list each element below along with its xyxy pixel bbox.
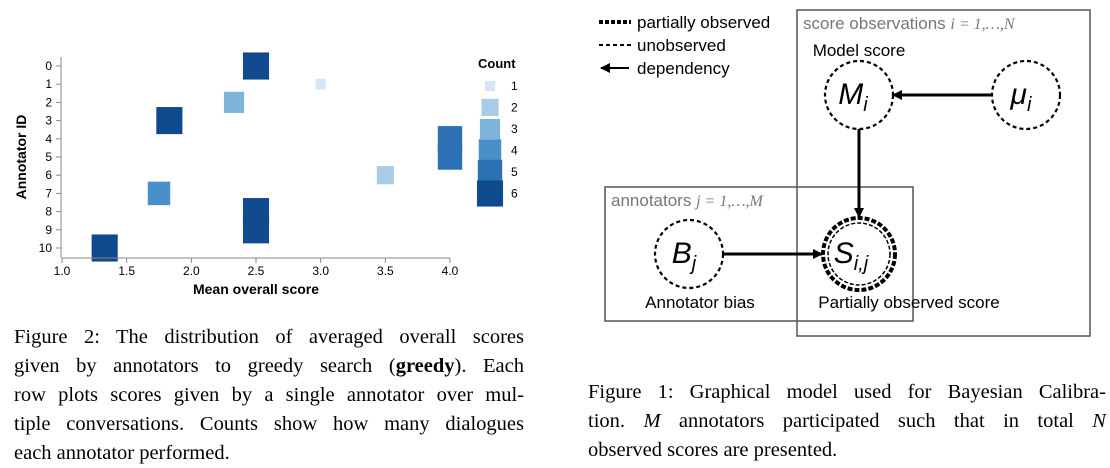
svg-text:Mi: Mi (838, 78, 868, 116)
fig1-caption-line-2-b: annotators participated such that in tot… (660, 410, 1093, 432)
y-axis: 0 1 2 3 4 5 6 7 8 9 10 (39, 57, 62, 258)
chart-legend: Count 1 2 3 4 5 6 (476, 56, 518, 207)
y-tick-label: 10 (39, 241, 53, 255)
svg-text:μi: μi (1010, 78, 1032, 116)
fig2-caption-line-4: tiple conversations. Counts show how man… (14, 413, 524, 435)
y-tick-label: 8 (45, 205, 52, 219)
data-square-annotator-1 (315, 78, 326, 90)
fig1-caption-line-2-a: tion. (588, 410, 644, 432)
fig1-caption-line-3: observed scores are presented. (588, 439, 838, 461)
x-tick-label: 4.0 (442, 264, 459, 278)
legend-label-6: 6 (511, 187, 518, 201)
data-square-annotator-2 (223, 91, 245, 113)
figure-2-caption: Figure 2: The distribution of averaged o… (14, 323, 524, 468)
graphical-model-diagram: partially observed unobserved dependency… (599, 9, 1091, 337)
legend-swatch-6 (476, 180, 504, 207)
legend-swatch-1 (485, 81, 495, 91)
legend-swatch-4 (478, 139, 502, 162)
legend-swatch-2 (481, 98, 499, 117)
plate-score-observations (796, 9, 1091, 337)
x-tick-label: 2.5 (248, 264, 265, 278)
data-square-annotator-7 (147, 181, 171, 206)
node-S-caption: Partially observed score (818, 293, 999, 312)
x-tick-label: 3.5 (377, 264, 394, 278)
legend-partial-label: partially observed (637, 13, 770, 32)
legend-label-5: 5 (511, 165, 518, 179)
legend-label-4: 4 (511, 144, 518, 158)
y-tick-label: 1 (45, 77, 52, 91)
data-square-annotator-6 (376, 166, 394, 185)
data-square-annotator-5 (437, 144, 463, 170)
data-square-annotator-9 (242, 216, 270, 244)
node-B: Bj (653, 218, 725, 290)
y-tick-label: 9 (45, 223, 52, 237)
data-square-annotator-0 (242, 52, 270, 80)
legend-swatch-3 (479, 118, 501, 140)
fig1-caption-line-2: tion. M annotators participated such tha… (588, 407, 1106, 436)
x-axis: 1.0 1.5 2.0 2.5 3.0 3.5 4.0 (54, 257, 459, 278)
node-S: Si,j (821, 216, 897, 292)
y-axis-label: Annotator ID (13, 115, 29, 200)
legend-label-1: 1 (511, 79, 518, 93)
y-tick-label: 2 (45, 95, 52, 109)
y-tick-label: 0 (45, 59, 52, 73)
legend-label-2: 2 (511, 101, 518, 115)
legend-swatch-5 (477, 159, 503, 185)
x-tick-label: 1.5 (118, 264, 135, 278)
node-M-caption: Model score (813, 41, 906, 60)
svg-text:Si,j: Si,j (834, 237, 869, 275)
y-tick-label: 5 (45, 150, 52, 164)
fig2-caption-line-2-a: given by annotators to greedy search ( (14, 355, 396, 377)
legend-unobserved-label: unobserved (637, 36, 726, 55)
legend-label-3: 3 (511, 122, 518, 136)
fig2-caption-line-2-b: ). Each (454, 355, 524, 377)
fig1-caption-N: N (1092, 410, 1106, 432)
legend-title: Count (478, 56, 516, 71)
node-M: Mi (823, 59, 895, 131)
diagram-legend: partially observed unobserved dependency (599, 13, 770, 78)
x-tick-label: 1.0 (54, 264, 71, 278)
figure-1: partially observed unobserved dependency… (585, 0, 1110, 467)
heatmap-chart: 1.0 1.5 2.0 2.5 3.0 3.5 4.0 0 1 2 3 4 5 6 7 8 9 10 Mean … (13, 52, 518, 297)
fig1-caption-M: M (643, 410, 661, 432)
x-tick-label: 2.0 (183, 264, 200, 278)
plate-score-observations-label: score observations i = 1,…,N (803, 14, 1016, 33)
svg-text:Bj: Bj (672, 237, 697, 275)
y-tick-label: 3 (45, 114, 52, 128)
figure-1-caption: Figure 1: Graphical model used for Bayes… (588, 378, 1106, 465)
legend-dependency-label: dependency (637, 59, 730, 78)
y-tick-label: 7 (45, 186, 52, 200)
data-square-annotator-10 (91, 234, 118, 262)
fig2-caption-greedy: greedy (395, 355, 455, 377)
fig2-caption-line-2: given by annotators to greedy search (gr… (14, 352, 524, 381)
node-mu: μi (990, 59, 1062, 131)
plot-area (91, 52, 463, 262)
plate-annotators-label: annotators j = 1,…,M (611, 191, 765, 210)
y-tick-label: 4 (45, 132, 52, 146)
fig2-caption-line-1: Figure 2: The distribution of averaged o… (14, 326, 524, 348)
fig2-caption-line-5: each annotator performed. (14, 442, 230, 464)
plate-annotators (604, 186, 914, 322)
fig1-caption-line-1: Figure 1: Graphical model used for Bayes… (588, 381, 1106, 403)
figure-2: 1.0 1.5 2.0 2.5 3.0 3.5 4.0 0 1 2 3 4 5 6 7 8 9 10 Mean … (0, 0, 540, 467)
fig2-caption-line-3: row plots scores given by a single annot… (14, 384, 524, 406)
x-axis-label: Mean overall score (193, 281, 319, 297)
x-tick-label: 3.0 (312, 264, 329, 278)
data-square-annotator-3 (156, 107, 183, 135)
node-B-caption: Annotator bias (645, 293, 755, 312)
y-tick-label: 6 (45, 168, 52, 182)
